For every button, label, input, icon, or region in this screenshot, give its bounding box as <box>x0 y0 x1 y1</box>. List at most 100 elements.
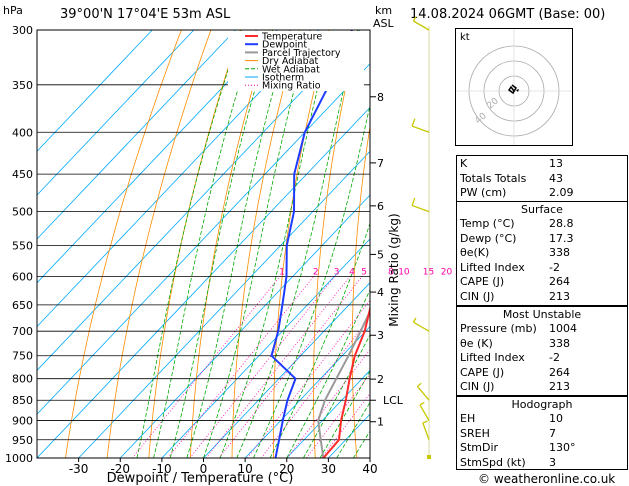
hodograph-ring-20: 20 <box>486 96 501 111</box>
isotherm-line <box>37 30 278 284</box>
most-unstable-panel: Most Unstable Pressure (mb) 1004 θe (K) 33… <box>456 306 628 396</box>
y-tick-label: 900 <box>12 415 33 428</box>
dewpoint-line <box>270 30 353 458</box>
footer-credit: © weatheronline.co.uk <box>478 472 616 486</box>
hodograph-ring-40: 40 <box>474 111 489 126</box>
isotherm-line <box>37 30 153 152</box>
isotherm-line <box>78 150 370 458</box>
wind-barb <box>413 20 430 31</box>
y-tick-label: 400 <box>12 126 33 139</box>
height-tick-label: 2 <box>377 373 384 386</box>
wind-barb-flag <box>419 401 425 406</box>
height-tick-label: 1 <box>377 416 384 429</box>
hodo-row: StmDir 130° <box>460 441 576 454</box>
mixing-ratio-label: 20 <box>441 267 453 277</box>
hodo-row: StmSpd (kt) 3 <box>460 455 556 469</box>
location-title: 39°00'N 17°04'E 53m ASL <box>60 7 231 22</box>
x-tick-label: 10 <box>237 462 252 476</box>
surface-row: CAPE (J) 264 <box>460 275 570 288</box>
most-unstable-title: Most Unstable <box>502 308 582 321</box>
wind-barb-flag <box>411 118 416 127</box>
wind-barb-flag <box>412 317 417 323</box>
x-tick-label: 30 <box>321 462 336 476</box>
isotherm-line <box>37 30 236 240</box>
mixing-ratio-label: 1 <box>279 267 285 277</box>
km-label: km <box>375 4 393 17</box>
isotherm-line <box>37 63 370 415</box>
legend-label: Mixing Ratio <box>262 81 321 92</box>
height-tick-label: 5 <box>377 248 384 261</box>
y-tick-label: 300 <box>12 24 33 37</box>
mixing-ratio-label: 3 <box>334 267 340 277</box>
legend-label: Parcel Trajectory <box>262 48 341 59</box>
wet-adiabat-line <box>286 288 370 458</box>
height-tick-label: 8 <box>377 91 384 104</box>
hodograph: kt 20 40 <box>455 28 573 146</box>
surface-row: θe(K) 338 <box>460 246 570 259</box>
x-tick-label: 0 <box>200 462 208 476</box>
surface-row: Lifted Index -2 <box>460 260 560 274</box>
y-tick-label: 850 <box>12 394 33 407</box>
index-row: PW (cm) 2.09 <box>460 186 574 199</box>
mu-row: Lifted Index -2 <box>460 351 560 364</box>
y-tick-label: 600 <box>12 270 33 283</box>
isotherm-line <box>161 238 370 458</box>
y-tick-label: 500 <box>12 206 33 219</box>
asl-label: ASL <box>373 17 394 30</box>
wet-adiabat-line <box>336 401 370 458</box>
wind-barb <box>411 204 430 213</box>
height-tick-label: 4 <box>377 286 384 299</box>
wind-barb-flag <box>417 382 422 387</box>
wind-barb <box>411 125 430 133</box>
wet-adiabat-line <box>186 30 291 458</box>
date-title: 14.08.2024 06GMT (Base: 00) <box>410 7 606 22</box>
mixing-ratio-axis-label: Mixing Ratio (g/kg) <box>387 213 401 326</box>
wind-barb-flag <box>412 16 417 22</box>
wind-barb-flag <box>422 420 428 424</box>
y-tick-label: 700 <box>12 325 33 338</box>
dry-adiabat-line <box>106 30 212 458</box>
surface-panel: Surface Temp (°C) 28.8 Dewp (°C) 17.3 θe(K… <box>456 201 628 306</box>
wind-barb <box>419 404 430 421</box>
isotherm-line <box>37 30 361 371</box>
height-tick-label: 6 <box>377 200 384 213</box>
surface-row: Dewp (°C) 17.3 <box>460 231 574 245</box>
index-row: Totals Totals 43 <box>460 171 563 185</box>
mu-row: CIN (J) 213 <box>460 380 570 393</box>
wind-barb <box>422 422 430 440</box>
legend-label: Temperature <box>261 32 322 43</box>
surface-row: Temp (°C) 28.8 <box>460 217 574 230</box>
wind-barb <box>413 321 430 332</box>
mixing-ratio-line <box>167 276 315 458</box>
mu-row: Pressure (mb) 1004 <box>460 322 577 335</box>
hpa-label: hPa <box>3 4 23 17</box>
height-tick-label: LCL <box>383 394 404 407</box>
mixing-ratio-label: 4 <box>349 267 355 277</box>
storm-motion-marker <box>516 89 519 92</box>
mixing-ratio-label: 15 <box>423 267 434 277</box>
mixing-ratio-label: 5 <box>361 267 367 277</box>
legend-label: Wet Adiabat <box>262 64 320 75</box>
hodo-row: SREH 7 <box>460 426 556 440</box>
height-tick-label: 7 <box>377 157 384 170</box>
surface-row: CIN (J) 213 <box>460 289 570 303</box>
hodograph-table-title: Hodograph <box>511 398 573 411</box>
mixing-ratio-label: 2 <box>313 267 319 277</box>
x-axis-label: Dewpoint / Temperature (°C) <box>107 471 294 486</box>
y-tick-label: 950 <box>12 434 33 447</box>
indices-panel: K 13 Totals Totals 43 PW (cm) 2.09 <box>456 155 628 202</box>
y-tick-label: 450 <box>12 168 33 181</box>
hodograph-trace <box>507 84 517 95</box>
temperature-line <box>322 304 370 458</box>
legend-label: Dry Adiabat <box>262 56 319 67</box>
wet-adiabat-line <box>303 333 370 458</box>
wet-adiabat-line <box>319 370 370 458</box>
x-tick-label: 40 <box>362 462 377 476</box>
legend-label: Isotherm <box>262 73 304 84</box>
mixing-ratio-line <box>218 276 363 458</box>
y-tick-label: 650 <box>12 299 33 312</box>
y-tick-label: 800 <box>12 373 33 386</box>
mixing-ratio-label: 8 <box>388 267 394 277</box>
